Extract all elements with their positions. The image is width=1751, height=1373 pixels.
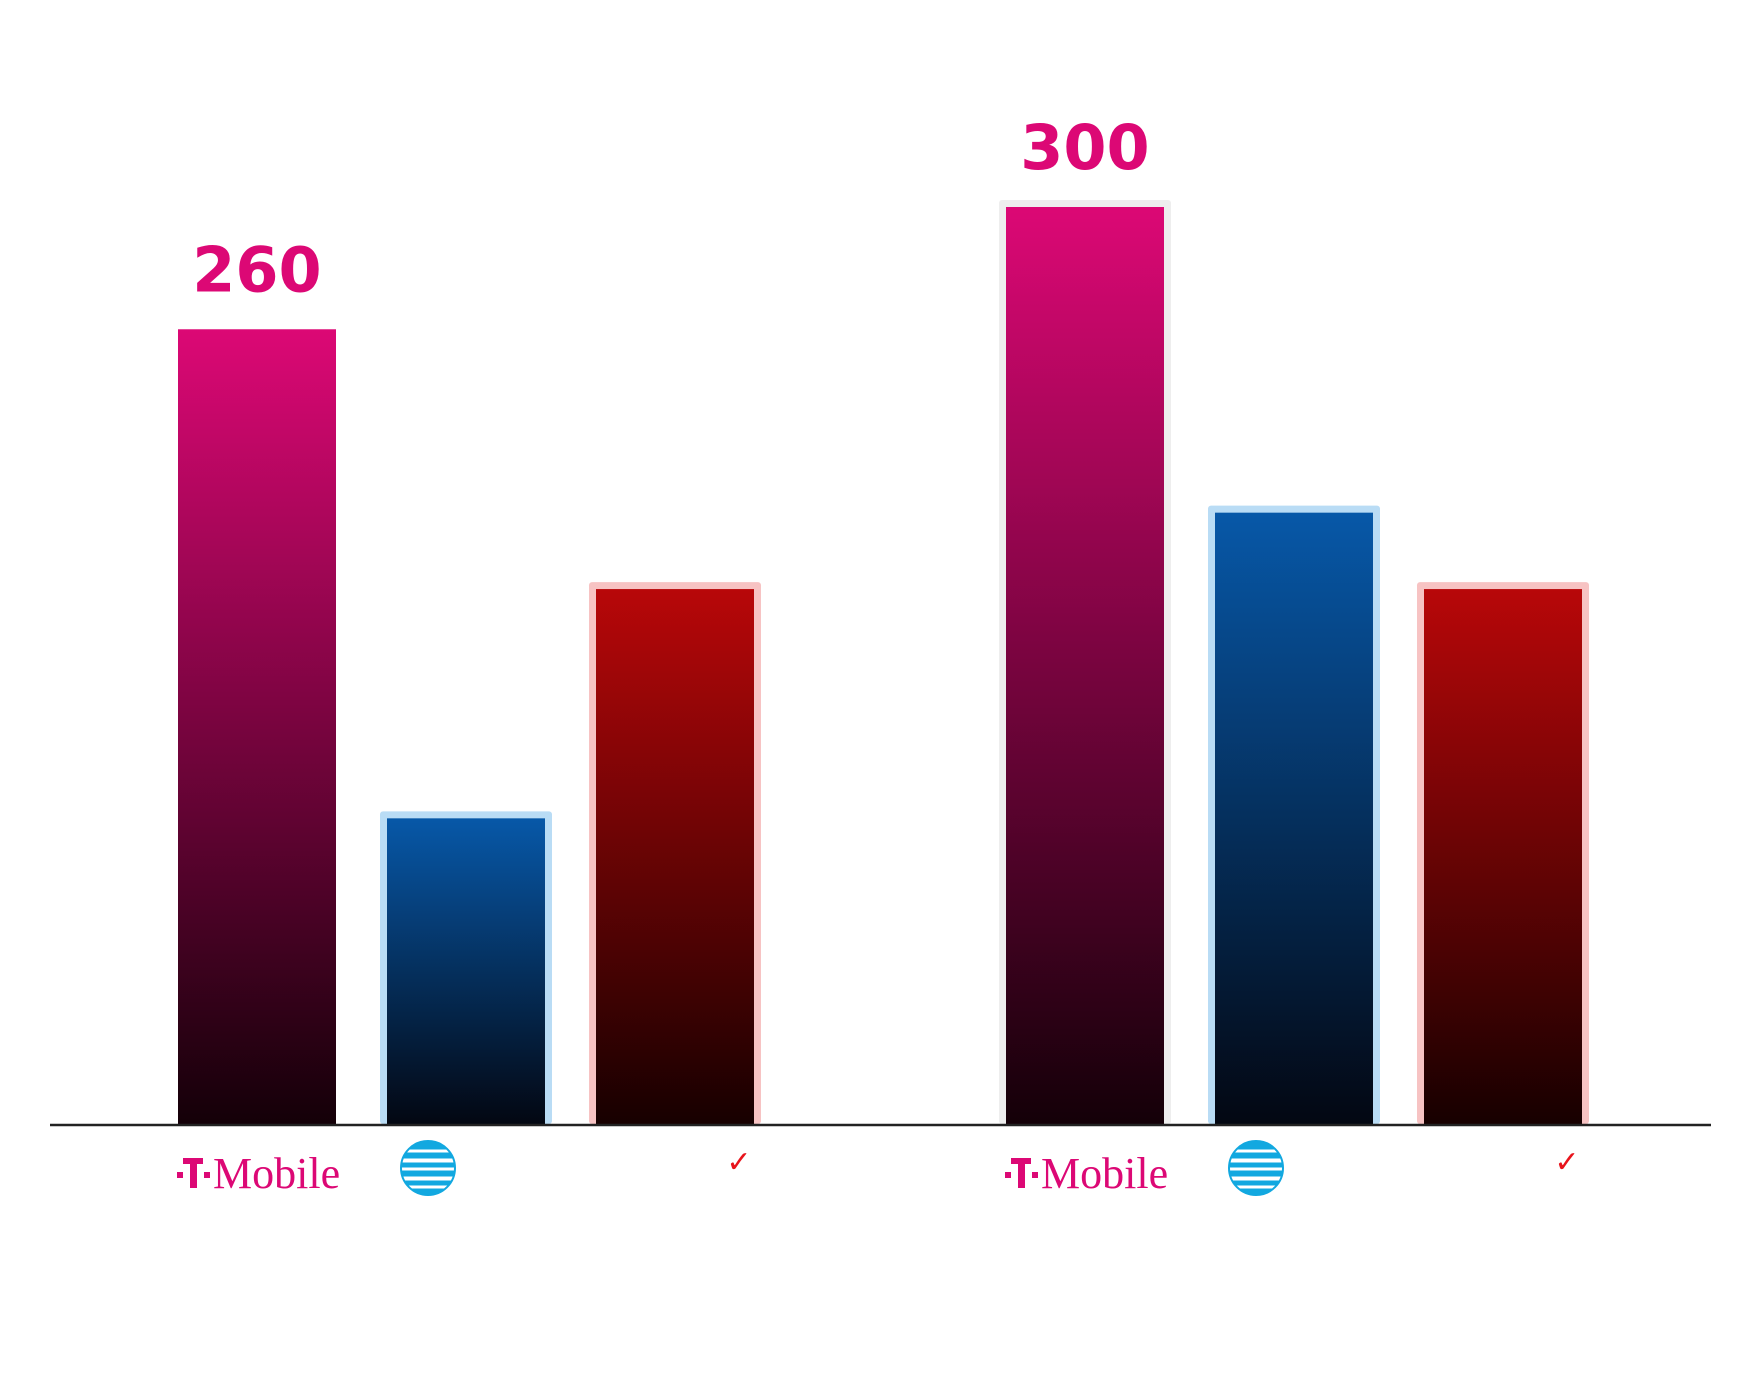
axis-logos-layer: Mobile ✓ Mobile ✓ (177, 1140, 1580, 1198)
verizon-check-icon: ✓ (726, 1145, 751, 1180)
att-globe-icon (1228, 1140, 1284, 1196)
tmobile-logo: Mobile (1005, 1149, 1168, 1198)
bar-verizon-group2 (1424, 589, 1582, 1124)
bar-tmobile-group1 (178, 329, 336, 1124)
tmobile-logo-text: Mobile (1041, 1149, 1168, 1198)
att-globe-icon (400, 1140, 456, 1196)
bar-verizon-group1 (596, 589, 754, 1124)
value-label-group2: 300 (1020, 111, 1149, 184)
bar-tmobile-group2 (1006, 207, 1164, 1124)
bars-layer (178, 200, 1589, 1125)
tmobile-logo: Mobile (177, 1149, 340, 1198)
tmobile-logo-text: Mobile (213, 1149, 340, 1198)
verizon-check-icon: ✓ (1554, 1145, 1579, 1180)
bar-att-group2 (1215, 512, 1373, 1124)
bar-att-group1 (387, 818, 545, 1124)
value-label-group1: 260 (192, 233, 321, 306)
value-labels-layer: 260 300 (192, 111, 1149, 306)
